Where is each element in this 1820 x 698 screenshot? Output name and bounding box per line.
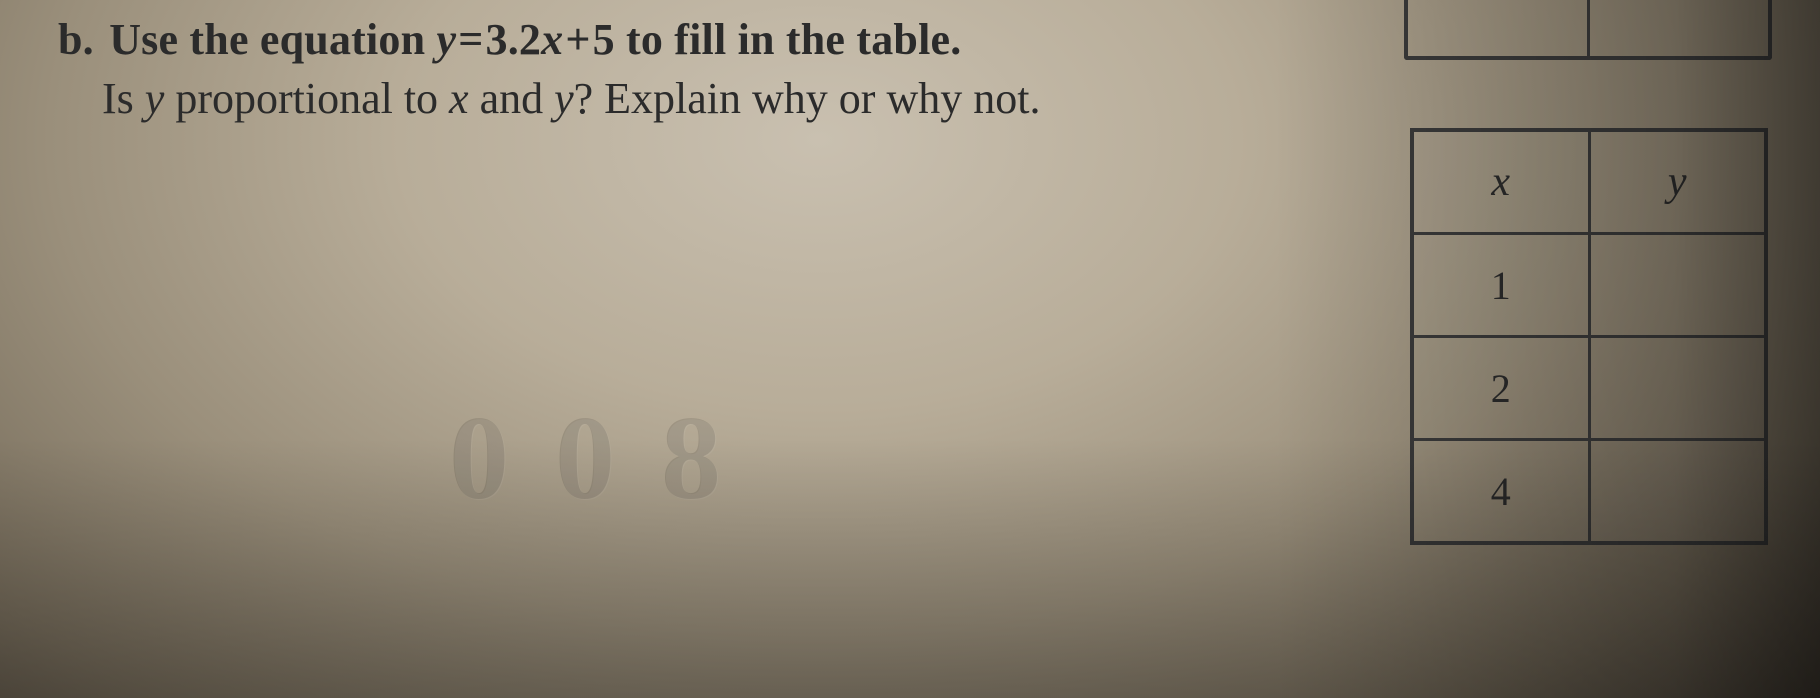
cell-y[interactable] [1589, 234, 1766, 337]
line2-x: x [449, 74, 469, 123]
cell-y[interactable] [1589, 440, 1766, 544]
eq-x: x [541, 15, 563, 64]
eq-lhs: y [437, 15, 457, 64]
line1-pre: Use the equation [109, 15, 436, 64]
cell-x: 2 [1412, 337, 1589, 440]
eq-equals: = [458, 14, 483, 65]
question-block: b. Use the equation y = 3.2x + 5 to fill… [58, 14, 1320, 124]
eq-const: 5 [593, 15, 615, 64]
part-label: b. [58, 14, 98, 65]
line2-y1: y [145, 74, 165, 123]
line2-pre: Is [102, 74, 145, 123]
paper-emboss-decoration: 0 0 8 [450, 390, 730, 528]
cell-x: 4 [1412, 440, 1589, 544]
previous-table-fragment [1404, 0, 1772, 60]
line2-y2: y [554, 74, 574, 123]
eq-coeff: 3.2 [486, 15, 542, 64]
eq-plus: + [565, 14, 590, 65]
table-row: 4 [1412, 440, 1766, 544]
cell-x: 1 [1412, 234, 1589, 337]
line2-mid2: and [469, 74, 555, 123]
question-line-2: Is y proportional to x and y? Explain wh… [102, 73, 1320, 124]
col-header-x: x [1412, 130, 1589, 234]
table-row: 2 [1412, 337, 1766, 440]
col-header-y: y [1589, 130, 1766, 234]
line2-mid1: proportional to [164, 74, 449, 123]
cell-y[interactable] [1589, 337, 1766, 440]
line2-post: ? Explain why or why not. [574, 74, 1041, 123]
table-header-row: x y [1412, 130, 1766, 234]
xy-table: x y 1 2 4 [1410, 128, 1768, 545]
table-row: 1 [1412, 234, 1766, 337]
line1-post: to fill in the table. [615, 15, 962, 64]
question-line-1: b. Use the equation y = 3.2x + 5 to fill… [58, 14, 1320, 65]
